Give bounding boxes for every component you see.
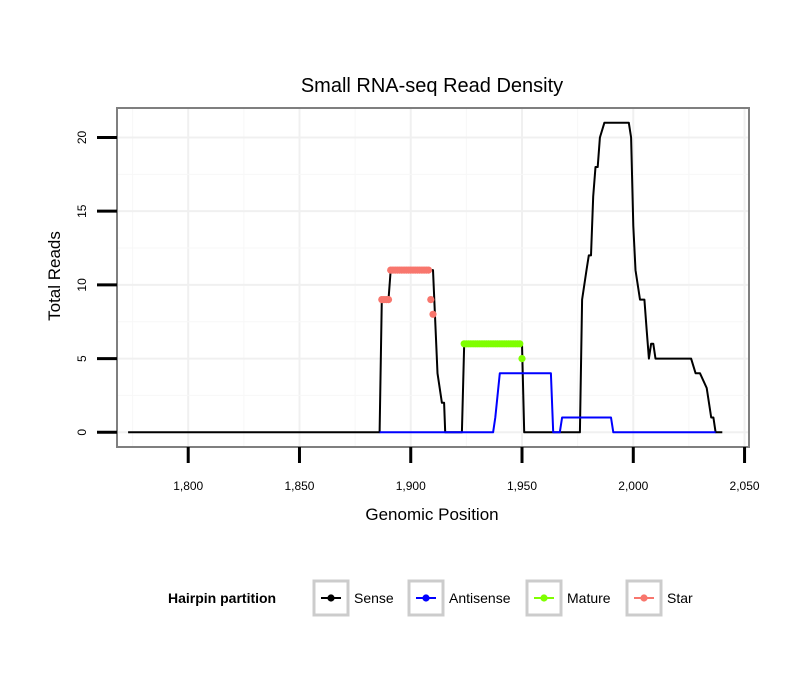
data-point-mature [516,340,524,348]
x-tick-label: 1,800 [173,479,203,493]
plot-panel-border [116,107,750,448]
data-point-star [384,296,393,304]
data-point-star [424,266,433,274]
axes: 1,800 1,850 1,900 1,950 2,000 2,050 0 5 10 15 20 [75,131,760,493]
y-tick-label: 5 [75,355,89,362]
y-axis-title: Total Reads [45,231,64,321]
legend-sense-key-point [327,594,335,602]
data-point-star [427,296,435,304]
series-antisense [379,372,716,434]
legend-sense-label: Sense [354,590,394,606]
series-line-sense [128,121,723,434]
series-sense [128,121,723,434]
legend-mature-key-point [540,594,548,602]
x-tick-label: 1,900 [396,479,426,493]
y-tick-label: 15 [75,204,89,218]
x-tick-label: 2,000 [618,479,648,493]
legend-mature-label: Mature [567,590,611,606]
data-point-mature [518,355,526,363]
series-line-antisense [379,372,716,434]
legend-star-label: Star [667,590,693,606]
x-tick-label: 1,850 [284,479,314,493]
legend-antisense-label: Antisense [449,590,511,606]
legend: Hairpin partition Sense Antisense Mature Sta… [168,579,693,617]
series-mature [460,340,526,363]
y-tick-label: 10 [75,278,89,292]
x-tick-label: 1,950 [507,479,537,493]
series-star [378,266,437,318]
y-tick-label: 0 [75,429,89,436]
x-axis-title: Genomic Position [365,505,498,524]
series-layer [128,121,723,434]
chart-title: Small RNA-seq Read Density [301,75,563,97]
x-tick-label: 2,050 [730,479,760,493]
y-tick-label: 20 [75,131,89,145]
legend-star-key-point [640,594,648,602]
data-point-star [429,310,437,318]
legend-antisense-key-point [422,594,430,602]
legend-title: Hairpin partition [168,590,276,606]
legend-antisense-key-box [407,579,445,617]
